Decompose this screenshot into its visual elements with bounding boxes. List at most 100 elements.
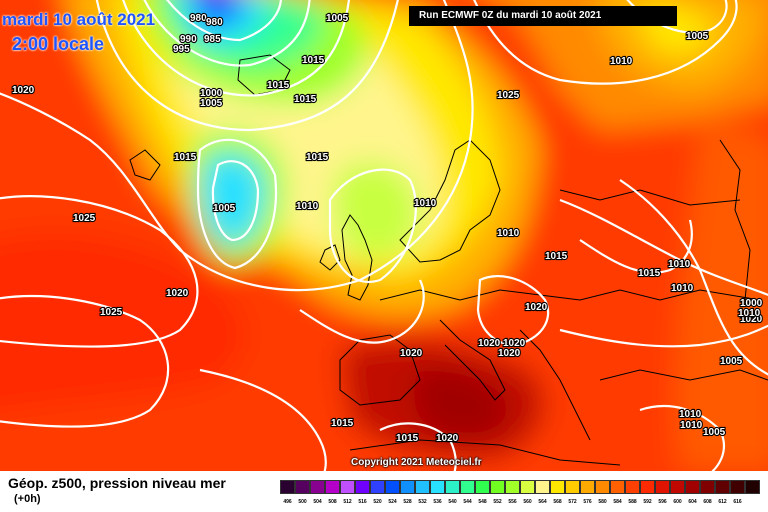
- isobar-label: 1005: [326, 13, 349, 24]
- legend-swatch: #70ff20: [490, 480, 505, 494]
- legend-swatch: #7000ff: [355, 480, 370, 494]
- legend-tick: 612: [718, 499, 727, 505]
- isobar-label: 1020: [525, 302, 548, 313]
- isobar-label: 1020: [12, 85, 35, 96]
- isobar-label: 990: [180, 34, 197, 45]
- isobar-label: 1025: [73, 213, 96, 224]
- color-scale-ticks: 496 500 504 508 512 516 520 524 528 532 536 540 544 5…: [280, 499, 745, 505]
- isobar-label: 1005: [686, 31, 709, 42]
- isobar-label: 985: [204, 34, 221, 45]
- isobar-label: 1010: [497, 228, 520, 239]
- isobar-label: 1015: [306, 152, 329, 163]
- isobar-label: 1010: [296, 201, 319, 212]
- legend-tick: 536: [433, 499, 442, 505]
- legend-tick: 496: [283, 499, 292, 505]
- legend-swatch: #ff8a00: [595, 480, 610, 494]
- legend-tick: 556: [508, 499, 517, 505]
- legend-tick: 564: [538, 499, 547, 505]
- legend-tick: 524: [388, 499, 397, 505]
- legend-tick: 576: [583, 499, 592, 505]
- isobar-label: 1010: [610, 56, 633, 67]
- legend-swatch: #3040ff: [370, 480, 385, 494]
- legend-swatch: #800000: [700, 480, 715, 494]
- legend-swatch: #a00000: [685, 480, 700, 494]
- legend-swatch: #b400c8: [325, 480, 340, 494]
- legend-swatch: #2cf0c8: [445, 480, 460, 494]
- legend-swatch: #30ff50: [475, 480, 490, 494]
- isobar-label: 1010: [414, 198, 437, 209]
- legend-swatch: #e01400: [655, 480, 670, 494]
- legend-subtitle: (+0h): [14, 493, 41, 505]
- isobar-label: 1025: [100, 307, 123, 318]
- legend-tick: 512: [343, 499, 352, 505]
- legend-swatch: #28e0ff: [430, 480, 445, 494]
- legend-swatch: #ff4000: [625, 480, 640, 494]
- isobar-label: 1015: [294, 94, 317, 105]
- isobar-label: 1020: [740, 314, 763, 325]
- isobar-label: 1025: [497, 90, 520, 101]
- isobar-label: 1020: [498, 348, 521, 359]
- legend-tick: 616: [733, 499, 742, 505]
- legend-tick: 520: [373, 499, 382, 505]
- legend-tick: 596: [658, 499, 667, 505]
- geopotential-field: 1005 980 990 985 995 980 1015 1015 1015 …: [0, 0, 768, 471]
- legend-tick: 568: [553, 499, 562, 505]
- isobar-label: 1020: [436, 433, 459, 444]
- isobar-label: 1005: [213, 203, 236, 214]
- isobar-label: 1015: [545, 251, 568, 262]
- isobar-label: 1020: [503, 338, 526, 349]
- legend-swatch: #200000: [745, 480, 760, 494]
- legend-tick: 516: [358, 499, 367, 505]
- isobar-label: 1010: [671, 283, 694, 294]
- legend-swatch: #d8ff40: [520, 480, 535, 494]
- legend-tick: 540: [448, 499, 457, 505]
- isobar-label: 1005: [720, 356, 743, 367]
- legend-swatch: #600000: [715, 480, 730, 494]
- legend-swatch: #20c0ff: [415, 480, 430, 494]
- isobar-label: 1010: [680, 420, 703, 431]
- legend-tick: 572: [568, 499, 577, 505]
- isobar-label: 1010: [668, 259, 691, 270]
- isobar-label: 980: [190, 13, 207, 24]
- weather-map: 1005 980 990 985 995 980 1015 1015 1015 …: [0, 0, 768, 471]
- map-date: mardi 10 août 2021: [2, 10, 156, 29]
- legend-swatch: #ff2a00: [640, 480, 655, 494]
- isobar-label: 1005: [703, 427, 726, 438]
- isobar-label: 1015: [396, 433, 419, 444]
- legend-swatch: #30ff90: [460, 480, 475, 494]
- legend-swatch: #c050ff: [340, 480, 355, 494]
- isobar-label: 1010: [738, 308, 761, 319]
- legend-swatch: #ffe800: [550, 480, 565, 494]
- isobars: [0, 0, 768, 471]
- legend-swatch: #400000: [730, 480, 745, 494]
- legend-tick: 584: [613, 499, 622, 505]
- isobar-label: 1000: [740, 298, 763, 309]
- isobar-label: 1015: [331, 418, 354, 429]
- isobar-label: 1015: [302, 55, 325, 66]
- legend-swatch: #ff6000: [610, 480, 625, 494]
- isobar-label: 1015: [174, 152, 197, 163]
- isobar-label: 1015: [638, 268, 661, 279]
- legend-swatch: #0050ff: [385, 480, 400, 494]
- legend-tick: 560: [523, 499, 532, 505]
- legend-title: Géop. z500, pression niveau mer: [8, 475, 226, 491]
- legend-swatch: #fff58c: [535, 480, 550, 494]
- legend-tick: 608: [703, 499, 712, 505]
- legend-bar: Géop. z500, pression niveau mer (+0h) #2…: [0, 471, 768, 512]
- legend-tick: 544: [463, 499, 472, 505]
- legend-swatch: #ffcc00: [565, 480, 580, 494]
- isobar-label: 995: [173, 44, 190, 55]
- legend-tick: 580: [598, 499, 607, 505]
- isobar-label: 1020: [400, 348, 423, 359]
- isobar-label: 1010: [679, 409, 702, 420]
- legend-tick: 600: [673, 499, 682, 505]
- legend-tick: 500: [298, 499, 307, 505]
- isobar-labels: 1005 980 990 985 995 980 1015 1015 1015 …: [11, 12, 764, 445]
- legend-tick: 528: [403, 499, 412, 505]
- color-scale: #2a0030#560060#880090#b400c8#c050ff#7000…: [280, 480, 760, 496]
- legend-tick: 504: [313, 499, 322, 505]
- legend-tick: 592: [643, 499, 652, 505]
- legend-tick: 588: [628, 499, 637, 505]
- isobar-label: 1005: [200, 98, 223, 109]
- isobar-label: 1015: [267, 80, 290, 91]
